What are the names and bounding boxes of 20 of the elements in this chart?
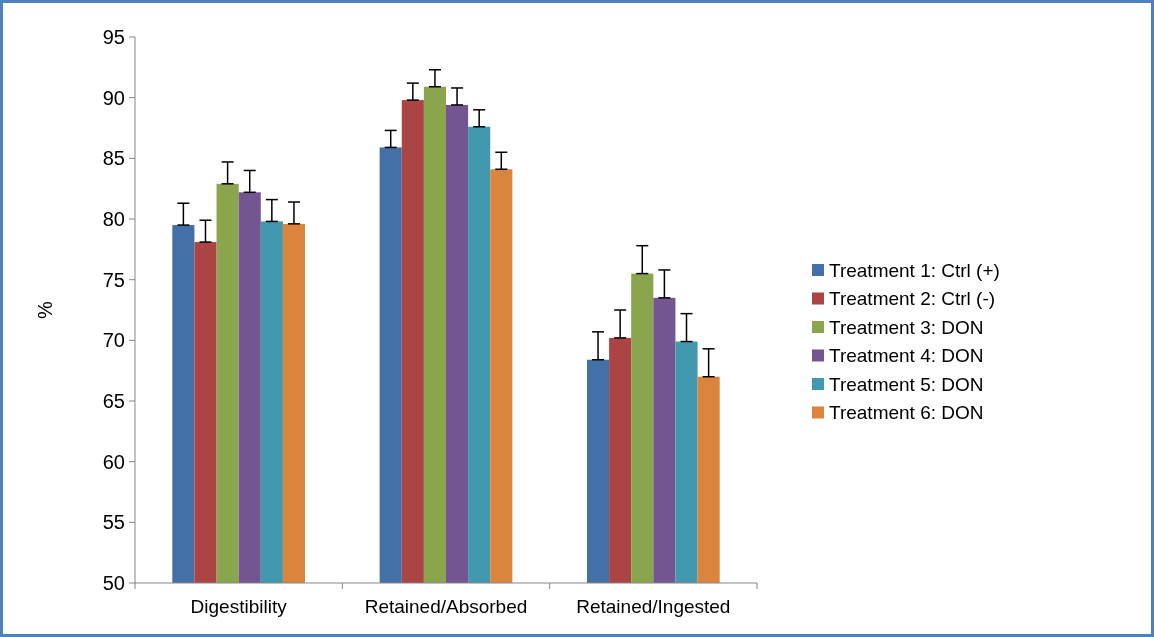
y-tick-label: 80: [102, 208, 125, 230]
legend-label: Treatment 3: DON: [829, 316, 984, 338]
legend-label: Treatment 6: DON: [829, 402, 984, 424]
legend-label: Treatment 2: Ctrl (-): [829, 288, 996, 310]
y-tick-label: 70: [102, 329, 125, 352]
y-tick-label: 55: [102, 511, 125, 534]
y-tick-label: 75: [102, 268, 125, 291]
legend-label: Treatment 1: Ctrl (+): [829, 259, 1000, 281]
y-tick-label: 90: [102, 86, 125, 109]
x-tick-label: Retained/Absorbed: [364, 596, 528, 617]
legend-label: Treatment 5: DON: [829, 373, 984, 395]
y-tick-label: 60: [102, 450, 125, 473]
x-tick-label: Digestibility: [190, 596, 288, 617]
y-axis-title: %: [34, 300, 56, 319]
legend-label: Treatment 4: DON: [829, 345, 984, 367]
y-tick-label: 65: [102, 390, 125, 412]
y-tick-label: 85: [102, 147, 125, 170]
x-tick-label: Retained/Ingested: [576, 596, 731, 617]
y-tick-label: 95: [102, 26, 125, 48]
y-tick-label: 50: [102, 572, 125, 594]
